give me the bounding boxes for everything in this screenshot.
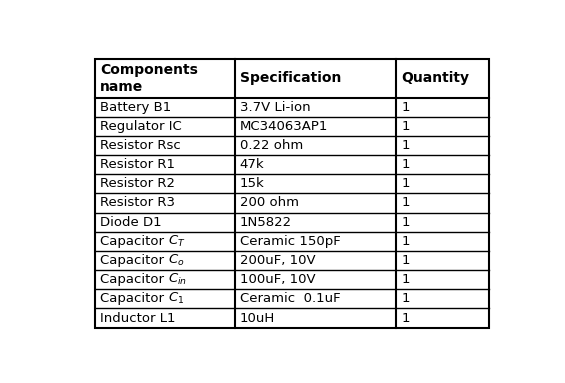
Text: $C_{in}$: $C_{in}$	[168, 272, 187, 287]
Text: Regulator IC: Regulator IC	[100, 120, 182, 133]
Text: 1: 1	[402, 139, 410, 152]
Text: 1: 1	[402, 120, 410, 133]
Text: Ceramic  0.1uF: Ceramic 0.1uF	[240, 292, 341, 305]
Text: Components
name: Components name	[100, 63, 198, 93]
Text: Specification: Specification	[240, 71, 341, 85]
Text: 200 ohm: 200 ohm	[240, 196, 299, 210]
Text: Capacitor: Capacitor	[100, 235, 168, 248]
Text: 200uF, 10V: 200uF, 10V	[240, 254, 315, 267]
Text: Ceramic 150pF: Ceramic 150pF	[240, 235, 341, 248]
Text: Resistor R3: Resistor R3	[100, 196, 175, 210]
Text: 1: 1	[402, 235, 410, 248]
Text: Battery B1: Battery B1	[100, 101, 171, 114]
Text: 1: 1	[402, 216, 410, 229]
Text: Capacitor: Capacitor	[100, 254, 168, 267]
Text: Resistor R2: Resistor R2	[100, 177, 175, 190]
Text: Capacitor: Capacitor	[100, 273, 168, 286]
Text: 15k: 15k	[240, 177, 264, 190]
Text: 1: 1	[402, 158, 410, 171]
Text: $C_1$: $C_1$	[168, 291, 184, 306]
Text: $C_o$: $C_o$	[168, 253, 185, 268]
Text: Quantity: Quantity	[402, 71, 470, 85]
Text: 47k: 47k	[240, 158, 264, 171]
Text: MC34063AP1: MC34063AP1	[240, 120, 328, 133]
Text: $C_T$: $C_T$	[168, 234, 186, 249]
Text: 1: 1	[402, 177, 410, 190]
Text: 1: 1	[402, 101, 410, 114]
Text: 0.22 ohm: 0.22 ohm	[240, 139, 303, 152]
Text: 3.7V Li-ion: 3.7V Li-ion	[240, 101, 311, 114]
Text: Capacitor: Capacitor	[100, 292, 168, 305]
Text: Resistor R1: Resistor R1	[100, 158, 175, 171]
Text: 1: 1	[402, 254, 410, 267]
Text: 1: 1	[402, 196, 410, 210]
Text: 1: 1	[402, 311, 410, 324]
Text: 1: 1	[402, 273, 410, 286]
Text: 100uF, 10V: 100uF, 10V	[240, 273, 315, 286]
Text: Diode D1: Diode D1	[100, 216, 162, 229]
Text: 1: 1	[402, 292, 410, 305]
Bar	[95, 59, 489, 327]
Text: Resistor Rsc: Resistor Rsc	[100, 139, 181, 152]
Text: Inductor L1: Inductor L1	[100, 311, 176, 324]
Text: 1N5822: 1N5822	[240, 216, 292, 229]
Text: 10uH: 10uH	[240, 311, 275, 324]
